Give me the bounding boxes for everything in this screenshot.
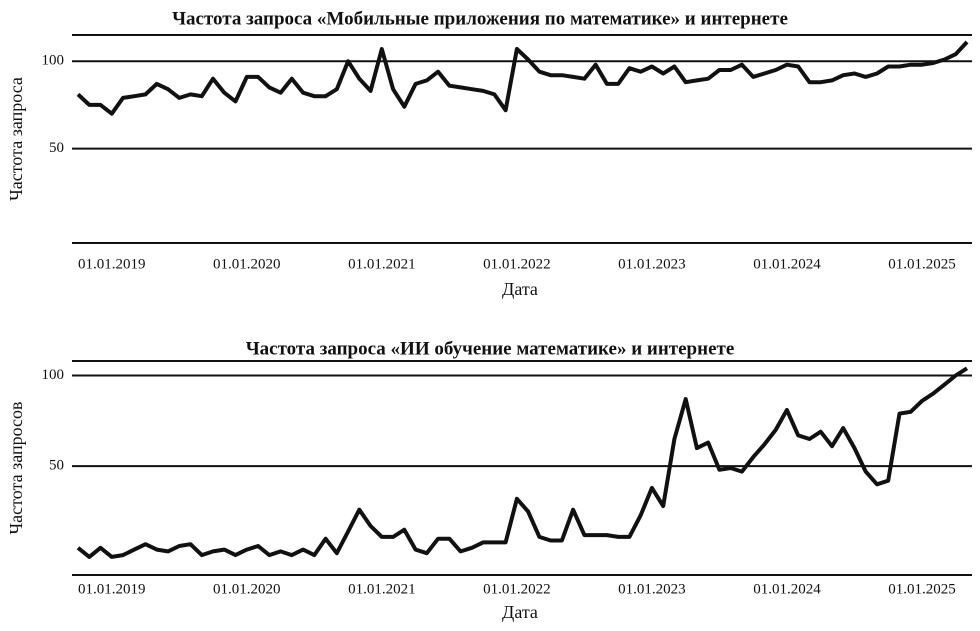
y-tick-label: 100 — [42, 53, 65, 69]
x-tick-label: 01.01.2024 — [753, 256, 821, 272]
series-line — [76, 366, 969, 559]
x-axis-label: Дата — [502, 279, 538, 299]
x-tick-label: 01.01.2022 — [483, 581, 551, 597]
series-line — [76, 40, 969, 116]
y-axis-label: Частота запросов — [6, 401, 26, 534]
x-tick-label: 01.01.2021 — [348, 256, 416, 272]
x-tick-label: 01.01.2019 — [78, 256, 146, 272]
x-tick-label: 01.01.2021 — [348, 581, 416, 597]
chart-title: Частота запроса «ИИ обучение математике»… — [246, 338, 735, 359]
x-tick-label: 01.01.2024 — [753, 581, 821, 597]
y-axis-label: Частота запроса — [6, 77, 26, 201]
y-tick-label: 100 — [42, 367, 65, 383]
x-tick-label: 01.01.2020 — [213, 581, 281, 597]
x-tick-label: 01.01.2023 — [618, 581, 686, 597]
x-axis-label: Дата — [502, 602, 538, 622]
x-tick-label: 01.01.2019 — [78, 581, 146, 597]
y-tick-label: 50 — [49, 458, 64, 474]
chart-title: Частота запроса «Мобильные приложения по… — [172, 8, 788, 29]
x-tick-label: 01.01.2020 — [213, 256, 281, 272]
x-tick-label: 01.01.2022 — [483, 256, 551, 272]
x-tick-label: 01.01.2023 — [618, 256, 686, 272]
y-tick-label: 50 — [49, 140, 64, 156]
x-tick-label: 01.01.2025 — [888, 256, 956, 272]
x-tick-label: 01.01.2025 — [888, 581, 956, 597]
